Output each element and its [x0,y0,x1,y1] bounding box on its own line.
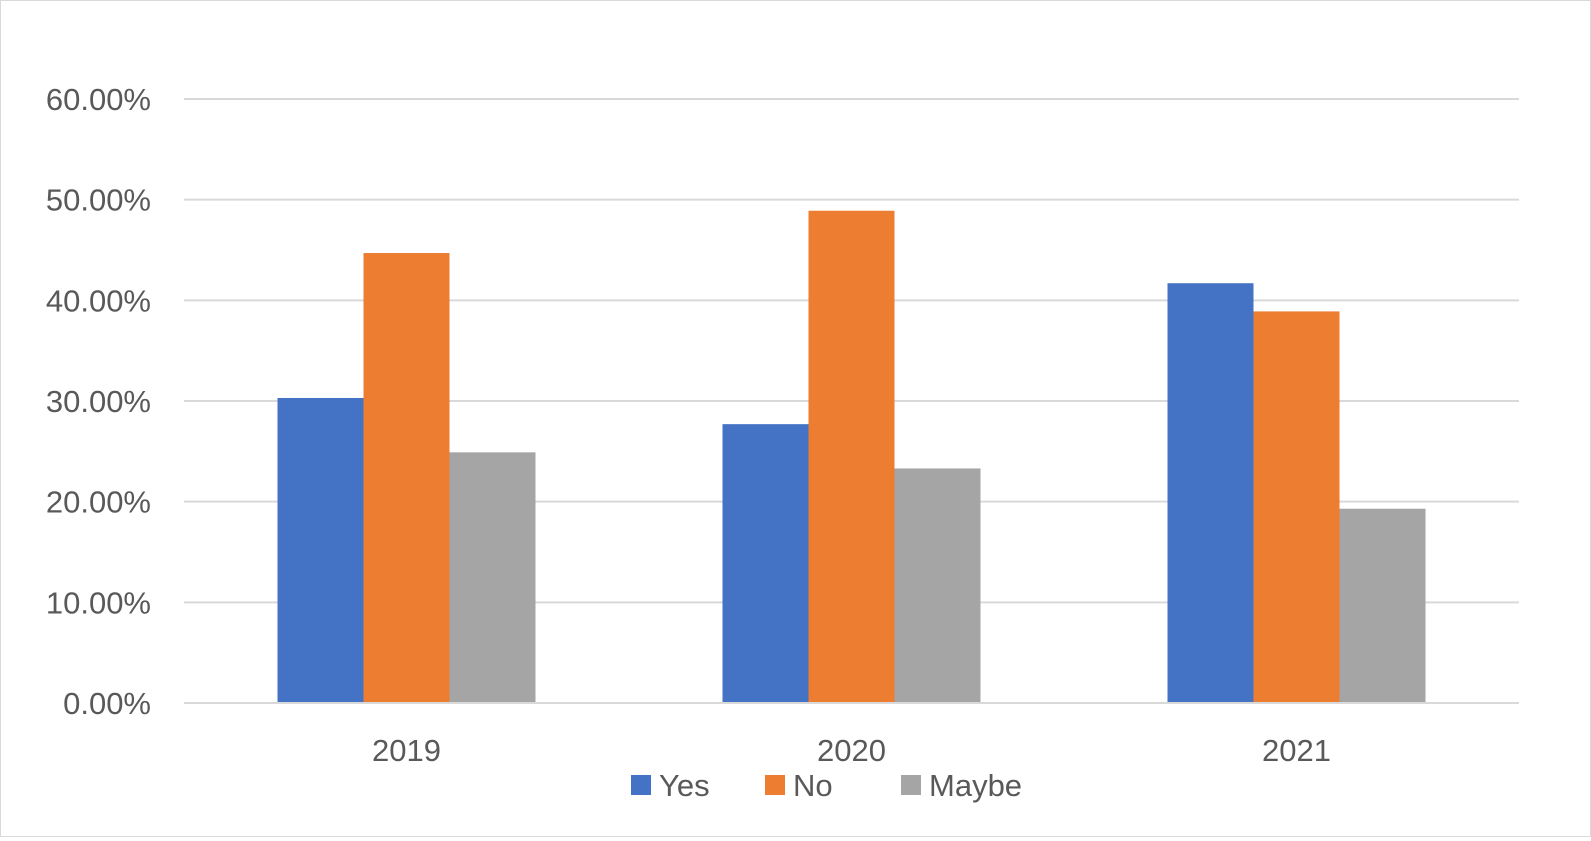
bar-no-2021 [1253,311,1340,703]
y-tick-label: 50.00% [46,183,151,218]
legend-label: Yes [659,768,710,803]
legend: Yes No Maybe [631,768,1022,803]
legend-item-no: No [765,768,833,803]
legend-item-maybe: Maybe [901,768,1022,803]
bar-maybe-2021 [1339,508,1426,703]
legend-swatch [901,775,921,795]
bar-yes-2021 [1167,283,1254,703]
y-tick-label: 60.00% [46,82,151,117]
legend-item-yes: Yes [631,768,710,803]
x-tick-label: 2020 [817,733,886,768]
x-tick-label: 2019 [372,733,441,768]
legend-swatch [631,775,651,795]
y-axis-tick-labels: 0.00% 10.00% 20.00% 30.00% 40.00% 50.00% 60.00… [46,82,151,721]
y-tick-label: 0.00% [63,686,151,721]
y-tick-label: 20.00% [46,485,151,520]
bar-no-2019 [363,253,450,703]
y-tick-label: 10.00% [46,585,151,620]
y-tick-label: 40.00% [46,283,151,318]
legend-swatch [765,775,785,795]
bar-no-2020 [808,210,895,704]
bar-yes-2019 [277,397,364,703]
bar-yes-2020 [722,424,809,703]
legend-label: Maybe [929,768,1022,803]
bar-maybe-2020 [894,468,981,703]
x-tick-label: 2021 [1262,733,1331,768]
x-axis-tick-labels: 2019 2020 2021 [372,733,1331,768]
bars [277,210,1426,704]
legend-label: No [793,768,833,803]
bar-maybe-2019 [449,452,536,703]
y-tick-label: 30.00% [46,384,151,419]
